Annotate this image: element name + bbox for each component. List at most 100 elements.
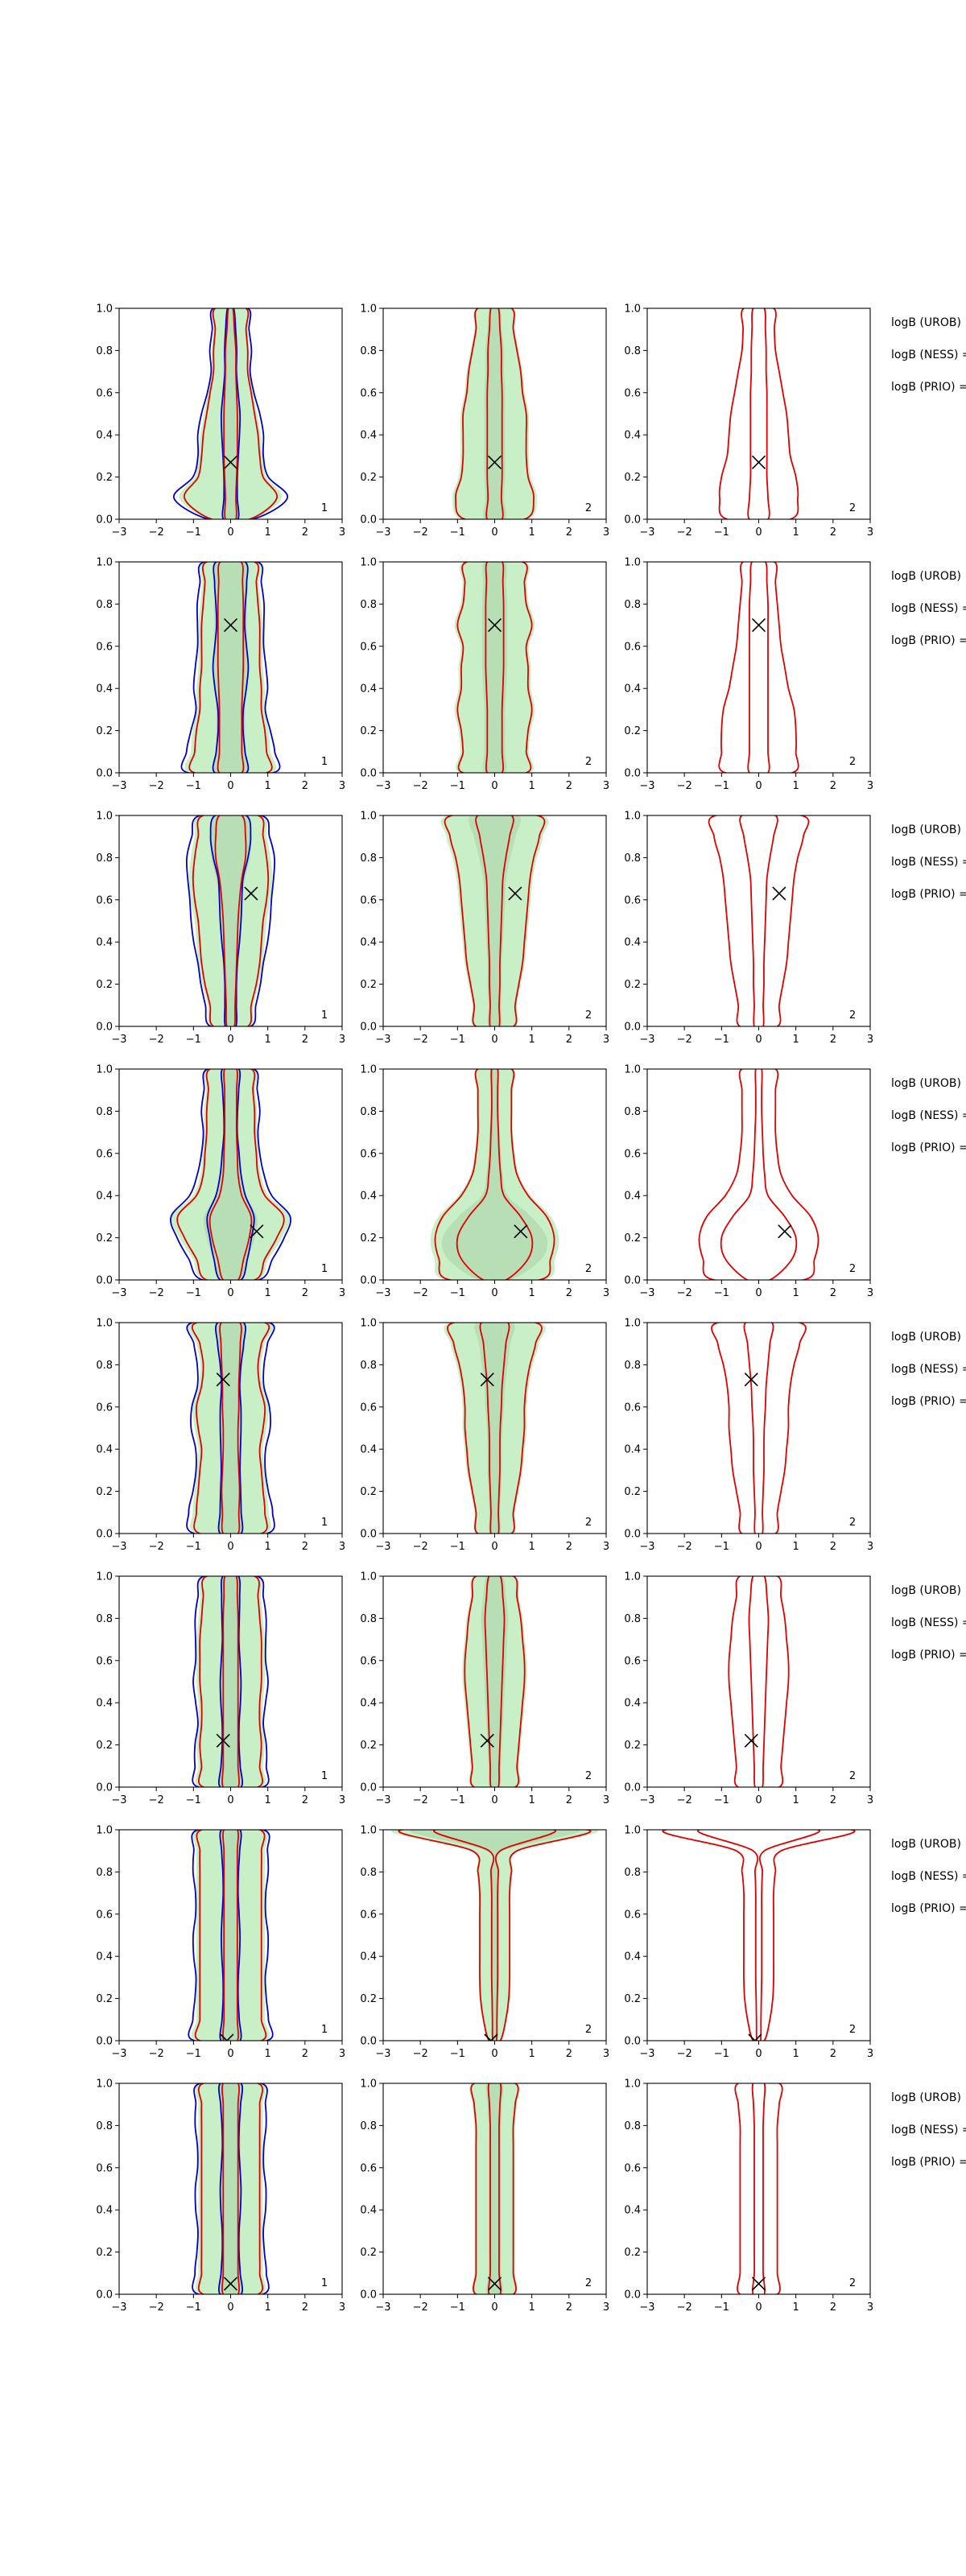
y-tick-label: 0.4 bbox=[96, 1698, 113, 1710]
contour-red-outer bbox=[728, 1576, 790, 1787]
x-tick-label: −3 bbox=[111, 1287, 126, 1299]
side-annotation: logB (PRIO) = bbox=[891, 1649, 966, 1662]
side-annotation: logB (UROB) bbox=[891, 2091, 961, 2104]
y-tick-label: 0.2 bbox=[624, 1993, 641, 2005]
contour-red-inner bbox=[487, 2083, 502, 2294]
x-marker bbox=[223, 618, 238, 633]
y-tick-label: 0.2 bbox=[360, 1486, 377, 1498]
x-tick-label: −2 bbox=[677, 1034, 692, 1046]
y-tick-label: 0.0 bbox=[96, 2036, 113, 2048]
x-tick-label: 3 bbox=[603, 780, 609, 792]
panel-r6-c1: −3 −2 −1 0 1 2 3 0.0 0.2 0.4 0.6 0.8 1.0 1 bbox=[96, 1571, 345, 1807]
contour-red-inner bbox=[485, 308, 504, 519]
panel-r1-c1: −3 −2 −1 0 1 2 3 0.0 0.2 0.4 0.6 0.8 1.0 1 bbox=[96, 303, 345, 539]
contour-blue-outer bbox=[186, 1323, 275, 1534]
y-tick-label: 1.0 bbox=[360, 1318, 377, 1330]
plot-area bbox=[728, 1576, 790, 1787]
y-tick-label: 0.2 bbox=[96, 1232, 113, 1245]
x-tick-label: −1 bbox=[186, 1794, 201, 1806]
y-tick-label: 0.0 bbox=[96, 1782, 113, 1794]
plot-area bbox=[708, 815, 810, 1026]
x-tick-label: 0 bbox=[755, 1541, 762, 1553]
panel-label: 2 bbox=[585, 1009, 592, 1022]
x-tick-label: 1 bbox=[793, 780, 799, 792]
y-tick-label: 1.0 bbox=[360, 557, 377, 569]
x-tick-label: 1 bbox=[529, 1794, 535, 1806]
y-tick-label: 0.6 bbox=[96, 894, 113, 906]
axes-frame bbox=[646, 561, 871, 774]
x-tick-label: 3 bbox=[339, 1794, 345, 1806]
side-annotation: logB (NESS) = bbox=[891, 2124, 966, 2136]
x-tick-label: 0 bbox=[755, 2301, 762, 2314]
y-tick-label: 0.6 bbox=[624, 1909, 641, 1921]
x-marker bbox=[508, 886, 522, 901]
y-tick-label: 0.8 bbox=[624, 1106, 641, 1118]
x-tick-label: 2 bbox=[830, 780, 836, 792]
plot-area bbox=[452, 308, 537, 519]
y-tick-label: 0.4 bbox=[360, 2205, 377, 2217]
contour-red-outer bbox=[194, 1830, 267, 2041]
contour-red-inner bbox=[479, 1323, 510, 1534]
y-tick-label: 0.6 bbox=[360, 894, 377, 906]
y-tick-label: 0.4 bbox=[624, 1951, 641, 1963]
plot-area bbox=[430, 1069, 559, 1280]
contour-red-inner bbox=[748, 1576, 770, 1787]
plot-area bbox=[734, 2083, 783, 2294]
plot-area bbox=[170, 1069, 291, 1280]
x-tick-label: 0 bbox=[755, 2048, 762, 2060]
y-tick-label: 0.0 bbox=[624, 768, 641, 780]
y-tick-label: 1.0 bbox=[360, 2079, 377, 2091]
y-tick-label: 0.8 bbox=[360, 1106, 377, 1118]
x-tick-label: 1 bbox=[793, 2048, 799, 2060]
panel-label: 1 bbox=[321, 1263, 328, 1275]
y-tick-label: 0.2 bbox=[360, 979, 377, 991]
y-tick-label: 0.6 bbox=[360, 2162, 377, 2174]
y-tick-label: 0.0 bbox=[624, 1022, 641, 1034]
y-tick-label: 0.6 bbox=[624, 641, 641, 653]
x-tick-label: 2 bbox=[830, 2048, 836, 2060]
x-tick-label: 2 bbox=[566, 526, 572, 539]
y-tick-label: 0.0 bbox=[96, 1529, 113, 1541]
contour-red-outer bbox=[191, 1323, 270, 1534]
x-marker bbox=[223, 2277, 238, 2291]
contour-red-outer bbox=[184, 308, 278, 519]
x-tick-label: 0 bbox=[491, 1541, 497, 1553]
panel-label: 2 bbox=[585, 2024, 592, 2036]
x-marker bbox=[748, 2033, 762, 2041]
contour-red-outer bbox=[434, 1069, 555, 1280]
y-tick-label: 0.0 bbox=[360, 514, 377, 526]
x-tick-label: 0 bbox=[491, 1034, 497, 1046]
x-tick-label: 3 bbox=[339, 526, 345, 539]
panel-r7-c1: −3 −2 −1 0 1 2 3 0.0 0.2 0.4 0.6 0.8 1.0 1 bbox=[96, 1825, 345, 2061]
density-fill-inner bbox=[219, 2083, 242, 2294]
x-tick-label: 0 bbox=[227, 526, 233, 539]
plot-area bbox=[173, 308, 288, 519]
y-tick-label: 0.6 bbox=[96, 1909, 113, 1921]
contour-red-inner bbox=[743, 1323, 774, 1534]
y-tick-label: 0.8 bbox=[624, 2120, 641, 2132]
panel-label: 2 bbox=[849, 1009, 856, 1022]
plot-area bbox=[454, 562, 535, 773]
y-tick-label: 0.6 bbox=[96, 387, 113, 399]
x-tick-label: −1 bbox=[714, 1287, 729, 1299]
side-annotation: logB (UROB) bbox=[891, 570, 961, 583]
panel-label: 2 bbox=[585, 756, 592, 768]
y-tick-label: 0.8 bbox=[624, 1613, 641, 1625]
contour-blue-outer bbox=[185, 815, 276, 1026]
x-tick-label: 1 bbox=[793, 526, 799, 539]
y-tick-label: 0.8 bbox=[96, 1106, 113, 1118]
x-tick-label: 3 bbox=[867, 1541, 873, 1553]
y-tick-label: 0.8 bbox=[96, 2120, 113, 2132]
contour-blue-inner bbox=[212, 562, 250, 773]
y-tick-label: 1.0 bbox=[624, 303, 641, 316]
y-tick-label: 0.8 bbox=[360, 1360, 377, 1372]
x-tick-label: 0 bbox=[755, 780, 762, 792]
panel-label: 1 bbox=[321, 2024, 328, 2036]
side-annotation: logB (NESS) = bbox=[891, 349, 966, 361]
panel-label: 1 bbox=[321, 1517, 328, 1529]
y-tick-label: 0.8 bbox=[96, 1360, 113, 1372]
x-tick-label: 0 bbox=[491, 1287, 497, 1299]
contour-red-outer bbox=[447, 1323, 543, 1534]
axes-frame bbox=[646, 1322, 871, 1534]
